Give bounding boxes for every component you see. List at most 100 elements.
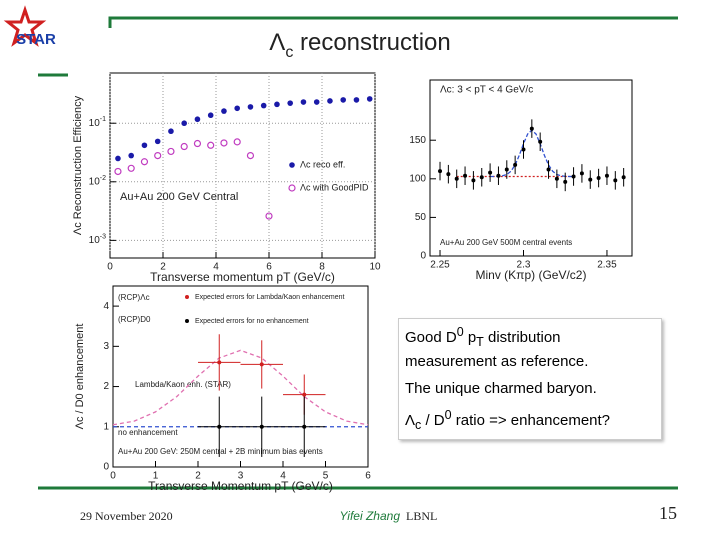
text-run: Good D [405,329,457,346]
x-tick-label: 6 [266,262,272,273]
data-point [366,96,373,102]
data-point [302,392,307,397]
data-point [115,155,121,162]
fit-curve [112,349,369,426]
y-axis-label: Λc / D0 enhancement [74,324,86,430]
data-point [513,162,518,167]
data-point [613,178,618,183]
x-axis-label: Transverse momentum pT (GeV/c) [150,270,335,284]
annotation: Lambda/Kaon enh. (STAR) [135,380,231,389]
subscript: c [285,44,293,61]
bullet-text: The unique charmed baryon. [405,379,655,398]
slide-title: Λc reconstruction [269,29,450,60]
text-run: 0 [444,408,452,422]
footer-institution: LBNL [406,509,437,523]
data-point [521,147,526,152]
y-axis-label: Λc Reconstruction Efficiency [72,95,84,235]
text-run: c [415,418,422,432]
text-run: ratio => enhancement? [451,412,611,429]
data-point [265,212,273,220]
data-point [596,176,601,181]
data-point [479,175,484,180]
data-point [289,162,295,168]
data-point [288,184,296,192]
logo-text: STAR [16,31,56,48]
x-tick-label: 4 [213,262,219,273]
data-point [127,164,135,172]
data-point [221,108,227,114]
x-tick-label: 6 [365,471,371,482]
data-point [454,176,459,181]
data-point [327,98,333,104]
x-tick-label: 1 [153,471,159,482]
x-tick-label: 10 [369,262,381,273]
data-point [154,152,162,160]
x-tick-label: 3 [238,471,244,482]
page-number: 15 [659,503,677,523]
data-point [488,170,493,175]
plot-frame [112,285,369,468]
data-point [471,178,476,183]
bullet-text: Good D0 pT distribution measurement as r… [405,323,655,371]
x-axis-label: Minv (Kπp) (GeV/c2) [476,268,587,282]
data-point [313,99,320,105]
x-axis-label: Transverse Momentum pT (GeV/c) [148,479,333,493]
annotation: Au+Au 200 GeV: 250M central + 2B minimum… [118,447,323,456]
data-point [571,174,576,179]
data-point [340,97,347,103]
data-point [504,167,509,172]
data-point [217,424,222,429]
y-tick-label: 2 [103,381,109,392]
y-tick-label: 10-1 [89,117,106,129]
data-point [193,139,202,148]
y-tick-label: 1 [103,421,109,432]
text-box: Good D0 pT distribution measurement as r… [398,318,662,440]
data-point [554,176,559,181]
data-point [529,126,534,131]
x-tick-label: 0 [107,262,113,273]
data-point [141,142,148,149]
annotation: no enhancement [118,428,178,437]
data-point [579,171,584,176]
text-run: Λ [405,412,416,429]
annotation: Au+Au 200 GeV 500M central events [440,238,572,247]
data-point [194,116,201,123]
annotation: (RCP)D0 [118,315,151,324]
text-run: Λ [269,29,285,56]
data-point [167,147,175,156]
annotation: Λc: 3 < pT < 4 GeV/c [440,85,533,96]
data-point [128,152,134,159]
annotation: Au+Au 200 GeV Central [120,191,238,203]
data-point [220,139,228,147]
data-point [274,101,280,108]
y-tick-label: 100 [409,173,426,184]
legend-label: Λc with GoodPID [300,182,369,192]
x-tick-label: 2.35 [597,260,617,271]
data-point [114,167,122,176]
y-tick-label: 10-2 [89,175,106,187]
data-point [181,120,187,127]
data-point [302,424,307,429]
text-run: The unique charmed baryon. [405,380,597,397]
plot-frame [109,72,376,259]
tick-exponent: -3 [100,234,106,241]
data-point [217,360,222,365]
bullet-text: Λc / D0 ratio => enhancement? [405,406,655,435]
data-point [287,100,294,106]
y-tick-label: 0 [103,462,109,473]
data-point [185,319,189,323]
legend-label: Expected errors for no enhancement [195,318,309,325]
data-point [154,138,161,145]
data-point [588,177,593,182]
data-point [140,158,149,166]
text-run: / D [421,412,445,429]
data-point [185,295,189,299]
data-point [563,179,568,184]
tick-exponent: -1 [100,117,106,124]
y-tick-label: 10-3 [89,234,106,246]
x-tick-label: 5 [323,471,329,482]
data-point [247,104,254,110]
data-point [353,97,360,103]
